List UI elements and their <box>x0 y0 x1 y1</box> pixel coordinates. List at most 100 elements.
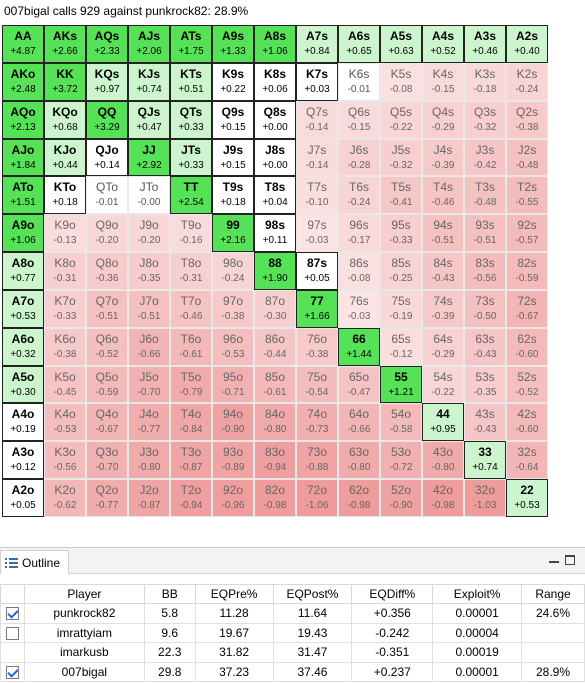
hand-cell[interactable]: T9o -0.16 <box>170 214 212 253</box>
maximize-button[interactable] <box>565 555 575 565</box>
hand-cell[interactable]: J2o -0.87 <box>128 479 170 517</box>
hand-cell[interactable]: A5o +0.30 <box>2 365 44 404</box>
hand-cell[interactable]: A3o +0.12 <box>2 441 44 480</box>
hand-cell[interactable]: 42o -0.98 <box>422 479 464 517</box>
hand-cell[interactable]: J5s -0.32 <box>380 138 422 177</box>
hand-cell[interactable]: 32o -1.03 <box>464 479 506 517</box>
hand-cell[interactable]: 93s -0.51 <box>464 214 506 253</box>
hand-cell[interactable]: Q6o -0.52 <box>86 327 128 366</box>
hand-cell[interactable]: 32s -0.64 <box>506 441 548 480</box>
hand-cell[interactable]: K3s -0.18 <box>464 62 506 101</box>
hand-cell[interactable]: A6s +0.65 <box>338 25 380 63</box>
hand-cell[interactable]: 64s -0.29 <box>422 327 464 366</box>
hand-cell[interactable]: A8o +0.77 <box>2 252 44 290</box>
hand-cell[interactable]: 95o -0.71 <box>212 365 254 404</box>
hand-cell[interactable]: 76s -0.03 <box>338 289 380 328</box>
hand-cell[interactable]: KQo +0.68 <box>44 100 86 139</box>
hand-cell[interactable]: K2s -0.24 <box>506 62 548 101</box>
hand-cell[interactable]: ATo +1.51 <box>2 176 44 215</box>
hand-cell[interactable]: 44 +0.95 <box>422 403 464 442</box>
hand-cell[interactable]: Q5s -0.22 <box>380 100 422 139</box>
hand-cell[interactable]: 72s -0.67 <box>506 289 548 328</box>
hand-cell[interactable]: AKs +2.66 <box>44 25 86 63</box>
column-header-player[interactable]: Player <box>23 584 145 604</box>
hand-cell[interactable]: 52s -0.52 <box>506 365 548 404</box>
hand-cell[interactable]: K5s -0.08 <box>380 62 422 101</box>
hand-cell[interactable]: 55 +1.21 <box>380 365 422 404</box>
hand-cell[interactable]: T7o -0.46 <box>170 289 212 328</box>
hand-cell[interactable]: Q3o -0.70 <box>86 441 128 480</box>
row-checkbox[interactable] <box>5 607 19 621</box>
hand-cell[interactable]: A7o +0.53 <box>2 289 44 328</box>
table-row[interactable]: punkrock82 5.8 11.28 11.64 +0.356 0.00001 24.6… <box>0 603 585 624</box>
hand-cell[interactable]: QJs +0.47 <box>128 100 170 139</box>
hand-cell[interactable]: 53o -0.72 <box>380 441 422 480</box>
hand-cell[interactable]: 85o -0.61 <box>254 365 296 404</box>
hand-cell[interactable]: K4o -0.53 <box>44 403 86 442</box>
hand-cell[interactable]: 75s -0.19 <box>380 289 422 328</box>
hand-cell[interactable]: K6s -0.01 <box>338 62 380 101</box>
hand-cell[interactable]: 83s -0.56 <box>464 252 506 290</box>
hand-cell[interactable]: T2o -0.94 <box>170 479 212 517</box>
hand-cell[interactable]: T5o -0.79 <box>170 365 212 404</box>
hand-cell[interactable]: 64o -0.66 <box>338 403 380 442</box>
hand-cell[interactable]: A2s +0.40 <box>506 25 548 63</box>
hand-cell[interactable]: A3s +0.46 <box>464 25 506 63</box>
hand-cell[interactable]: 63o -0.80 <box>338 441 380 480</box>
hand-cell[interactable]: KQs +0.97 <box>86 62 128 101</box>
hand-cell[interactable]: 86s -0.08 <box>338 252 380 290</box>
hand-cell[interactable]: J5o -0.70 <box>128 365 170 404</box>
hand-cell[interactable]: TT +2.54 <box>170 176 212 215</box>
hand-cell[interactable]: 22 +0.53 <box>506 479 548 517</box>
hand-cell[interactable]: K8o -0.31 <box>44 252 86 290</box>
hand-cell[interactable]: AKo +2.48 <box>2 62 44 101</box>
hand-cell[interactable]: 82o -0.98 <box>254 479 296 517</box>
hand-cell[interactable]: JTo -0.00 <box>128 176 170 215</box>
hand-cell[interactable]: A6o +0.32 <box>2 327 44 366</box>
column-header-eqpre[interactable]: EQPre% <box>194 584 274 604</box>
hand-cell[interactable]: T3o -0.87 <box>170 441 212 480</box>
hand-cell[interactable]: T3s -0.48 <box>464 176 506 215</box>
hand-cell[interactable]: 87s +0.05 <box>296 252 338 290</box>
hand-cell[interactable]: Q3s -0.32 <box>464 100 506 139</box>
hand-cell[interactable]: 73o -0.88 <box>296 441 338 480</box>
hand-cell[interactable]: 65o -0.47 <box>338 365 380 404</box>
hand-cell[interactable]: Q5o -0.59 <box>86 365 128 404</box>
hand-cell[interactable]: Q2o -0.77 <box>86 479 128 517</box>
hand-cell[interactable]: 97o -0.38 <box>212 289 254 328</box>
hand-cell[interactable]: 97s -0.03 <box>296 214 338 253</box>
hand-cell[interactable]: A9o +1.06 <box>2 214 44 253</box>
hand-cell[interactable]: A5s +0.63 <box>380 25 422 63</box>
hand-cell[interactable]: J8s +0.00 <box>254 138 296 177</box>
hand-cell[interactable]: 93o -0.89 <box>212 441 254 480</box>
hand-cell[interactable]: T8s +0.04 <box>254 176 296 215</box>
hand-cell[interactable]: Q4o -0.67 <box>86 403 128 442</box>
hand-cell[interactable]: 83o -0.94 <box>254 441 296 480</box>
hand-cell[interactable]: K6o -0.38 <box>44 327 86 366</box>
hand-cell[interactable]: 76o -0.38 <box>296 327 338 366</box>
hand-cell[interactable]: Q4s -0.29 <box>422 100 464 139</box>
hand-cell[interactable]: J4s -0.39 <box>422 138 464 177</box>
row-checkbox[interactable] <box>5 665 19 679</box>
hand-cell[interactable]: 99 +2.16 <box>212 214 254 253</box>
hand-cell[interactable]: 65s -0.12 <box>380 327 422 366</box>
hand-cell[interactable]: K2o -0.62 <box>44 479 86 517</box>
hand-cell[interactable]: K8s +0.06 <box>254 62 296 101</box>
hand-cell[interactable]: 96o -0.53 <box>212 327 254 366</box>
hand-cell[interactable]: QJo +0.14 <box>86 138 128 177</box>
hand-cell[interactable]: T7s -0.10 <box>296 176 338 215</box>
hand-cell[interactable]: J9s +0.15 <box>212 138 254 177</box>
column-header-eqdiff[interactable]: EQDiff% <box>351 584 434 604</box>
hand-cell[interactable]: KTo +0.18 <box>44 176 86 215</box>
hand-cell[interactable]: 43s -0.43 <box>464 403 506 442</box>
hand-cell[interactable]: AQo +2.13 <box>2 100 44 139</box>
hand-cell[interactable]: J4o -0.77 <box>128 403 170 442</box>
hand-cell[interactable]: Q7o -0.51 <box>86 289 128 328</box>
column-header-select[interactable] <box>0 584 25 604</box>
hand-cell[interactable]: K7o -0.33 <box>44 289 86 328</box>
hand-cell[interactable]: 84s -0.43 <box>422 252 464 290</box>
hand-cell[interactable]: T4s -0.46 <box>422 176 464 215</box>
hand-cell[interactable]: T5s -0.41 <box>380 176 422 215</box>
hand-cell[interactable]: KTs +0.51 <box>170 62 212 101</box>
hand-cell[interactable]: K3o -0.56 <box>44 441 86 480</box>
